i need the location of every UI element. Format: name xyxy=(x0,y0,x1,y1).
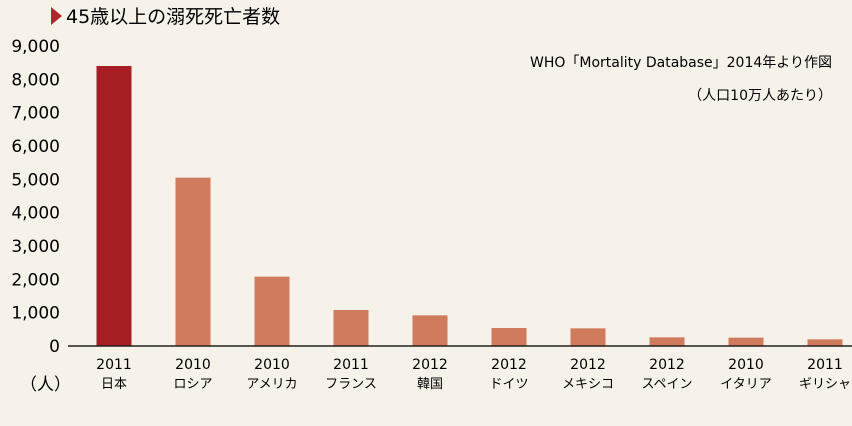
bar xyxy=(254,276,290,346)
bar xyxy=(412,315,448,346)
x-axis: 2011 日本 2010 ロシア 2010 アメリカ 2011 フランス 2012 韓国 2012 ド… xyxy=(96,357,851,392)
bar xyxy=(649,337,685,346)
x-tick-year: 2012 xyxy=(412,357,448,373)
x-tick-year: 2011 xyxy=(96,357,132,373)
title-marker-icon xyxy=(51,7,62,25)
bar xyxy=(807,339,843,346)
x-tick-country: ギリシャ xyxy=(799,377,851,392)
x-tick-country: フランス xyxy=(325,377,377,392)
x-tick-country: アメリカ xyxy=(246,377,297,392)
bar xyxy=(491,328,527,346)
y-tick-label: 2,000 xyxy=(11,270,60,290)
y-axis-label: （人） xyxy=(20,375,71,395)
y-tick-label: 8,000 xyxy=(11,70,60,90)
y-tick-label: 6,000 xyxy=(11,137,60,157)
y-axis: 9,000 8,000 7,000 6,000 5,000 4,000 3,000 2,000… xyxy=(11,37,60,357)
x-tick-country: スペイン xyxy=(641,377,692,392)
bar xyxy=(96,66,132,346)
x-tick-year: 2012 xyxy=(570,357,606,373)
bar xyxy=(175,177,211,346)
bar xyxy=(570,328,606,346)
x-tick-country: ドイツ xyxy=(489,377,528,392)
bar xyxy=(728,337,764,346)
bar xyxy=(333,310,369,346)
x-tick-year: 2010 xyxy=(728,357,764,373)
source-note: WHO「Mortality Database」2014年より作図 xyxy=(530,55,832,71)
x-tick-year: 2012 xyxy=(649,357,685,373)
x-tick-country: ロシア xyxy=(173,377,212,392)
chart-title: 45歳以上の溺死死亡者数 xyxy=(66,6,280,28)
x-tick-country: メキシコ xyxy=(562,377,614,392)
x-tick-year: 2011 xyxy=(807,357,843,373)
y-tick-label: 7,000 xyxy=(11,104,60,124)
y-tick-label: 0 xyxy=(49,337,60,357)
y-tick-label: 1,000 xyxy=(11,304,60,324)
x-tick-country: イタリア xyxy=(720,377,771,392)
x-tick-year: 2010 xyxy=(175,357,211,373)
x-tick-year: 2010 xyxy=(254,357,290,373)
y-tick-label: 4,000 xyxy=(11,204,60,224)
unit-note: （人口10万人あたり） xyxy=(688,88,832,104)
y-tick-label: 9,000 xyxy=(11,37,60,57)
x-tick-country: 日本 xyxy=(101,377,127,392)
x-tick-country: 韓国 xyxy=(417,377,443,392)
y-tick-label: 3,000 xyxy=(11,237,60,257)
x-tick-year: 2011 xyxy=(333,357,369,373)
y-tick-label: 5,000 xyxy=(11,170,60,190)
x-tick-year: 2012 xyxy=(491,357,527,373)
bar-series xyxy=(96,66,843,346)
